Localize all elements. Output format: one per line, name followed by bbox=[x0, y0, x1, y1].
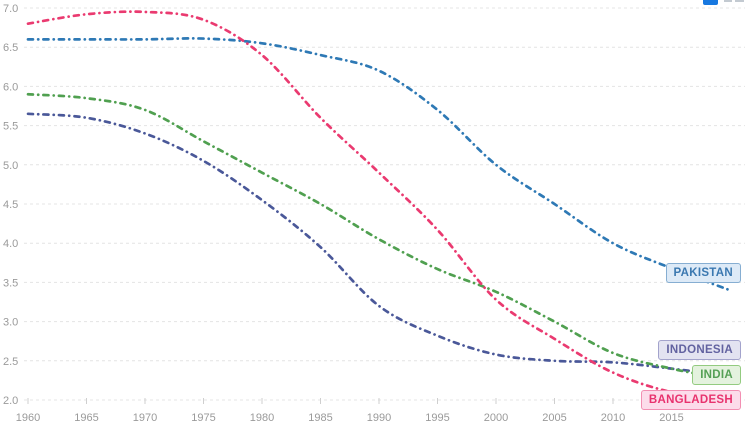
x-axis-tick-label: 1970 bbox=[133, 412, 157, 424]
y-axis-tick-label: 2.5 bbox=[3, 356, 18, 368]
y-axis-tick-label: 5.5 bbox=[3, 121, 18, 133]
x-axis-tick-label: 2005 bbox=[542, 412, 566, 424]
x-axis-tick-label: 2010 bbox=[601, 412, 625, 424]
cropped-header-decoration bbox=[724, 0, 732, 2]
y-axis-tick-label: 6.5 bbox=[3, 42, 18, 54]
series-label-indonesia[interactable]: INDONESIA bbox=[658, 340, 741, 360]
gridlines: 7.0 6.5 6.0 5.5 5.0 4.5 4.0 3.5 3.0 2.5 2.0 bbox=[3, 3, 745, 407]
series-label-india[interactable]: INDIA bbox=[692, 365, 741, 385]
cropped-share-badge-icon[interactable] bbox=[703, 0, 718, 5]
series-label-pakistan[interactable]: PAKISTAN bbox=[665, 263, 741, 283]
y-axis-tick-label: 5.0 bbox=[3, 160, 18, 172]
x-axis-tick-label: 1990 bbox=[367, 412, 391, 424]
line-pakistan bbox=[26, 37, 732, 292]
y-axis-tick-label: 4.0 bbox=[3, 238, 18, 250]
x-axis-tick-label: 1960 bbox=[16, 412, 40, 424]
line-indonesia bbox=[26, 112, 732, 378]
cropped-header-decoration bbox=[735, 0, 744, 2]
line-bangladesh bbox=[26, 10, 732, 402]
series-label-bangladesh[interactable]: BANGLADESH bbox=[640, 390, 741, 410]
x-axis-tick-label: 1965 bbox=[74, 412, 98, 424]
x-axis-tick-label: 1980 bbox=[250, 412, 274, 424]
x-axis-tick-label: 1995 bbox=[425, 412, 449, 424]
y-axis-tick-label: 6.0 bbox=[3, 81, 18, 93]
line-india bbox=[26, 92, 732, 381]
x-axis-tick-label: 2000 bbox=[484, 412, 508, 424]
y-axis-tick-label: 3.0 bbox=[3, 317, 18, 329]
y-axis-tick-label: 2.0 bbox=[3, 395, 18, 407]
x-axis-tick-label: 1975 bbox=[191, 412, 215, 424]
series-lines bbox=[26, 10, 732, 402]
x-axis-tick-label: 1985 bbox=[308, 412, 332, 424]
x-axis-tick-label: 2015 bbox=[659, 412, 683, 424]
y-axis-tick-label: 4.5 bbox=[3, 199, 18, 211]
y-axis-tick-label: 3.5 bbox=[3, 277, 18, 289]
y-axis-tick-label: 7.0 bbox=[3, 3, 18, 15]
x-axis: 1960 1965 1970 1975 1980 1985 1990 1995 2000 2005… bbox=[16, 398, 684, 424]
